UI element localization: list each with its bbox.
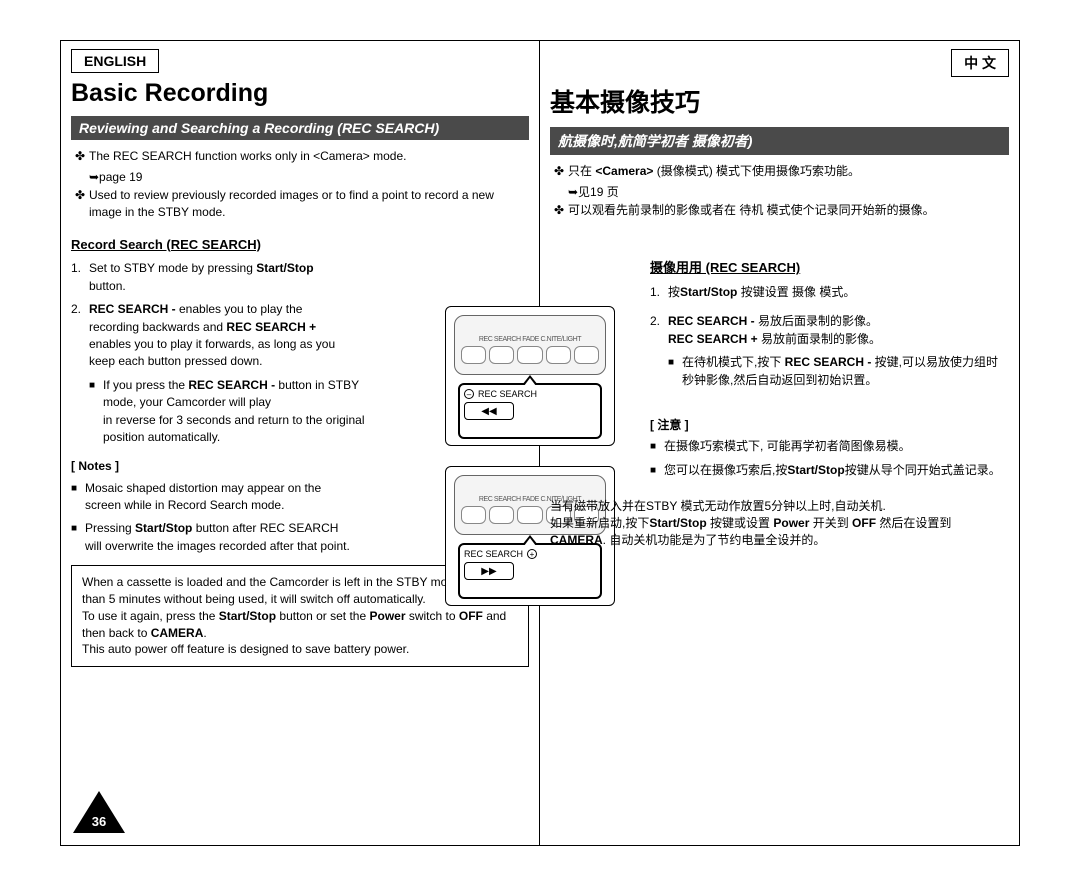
note2-cn: 您可以在摄像巧索后,按Start/Stop按键从导个同开始式盖记录。 [664, 462, 1001, 480]
square-icon: ■ [650, 462, 664, 480]
num-2-cn: 2. [650, 313, 668, 348]
num-2: 2. [71, 301, 89, 371]
num-1: 1. [71, 260, 89, 295]
autopoweroff-cn: 当有磁带放入并在STBY 模式无动作放置5分钟以上时,自动关机. 如果重新启动,… [550, 490, 1009, 556]
subhead-en: Record Search (REC SEARCH) [71, 236, 529, 255]
square-icon: ■ [71, 480, 85, 515]
bullet-icon: ✤ [550, 163, 568, 180]
note2-en: Pressing Start/Stop button after REC SEA… [85, 520, 351, 555]
square-icon: ■ [71, 520, 85, 555]
step2c-cn: 在待机模式下,按下 REC SEARCH - 按键,可以易放使力组时秒钟影像,然… [682, 354, 1009, 389]
square-icon: ■ [668, 354, 682, 389]
square-icon: ■ [89, 377, 103, 447]
num-1-cn: 1. [650, 284, 668, 301]
intro2-cn: 可以观看先前录制的影像或者在 待机 模式使个记录同开始新的摄像。 [568, 202, 935, 219]
forward-icon: ▶▶ [464, 562, 514, 580]
lang-en-box: ENGLISH [71, 49, 159, 73]
step1-en: Set to STBY mode by pressing Start/Stop … [89, 260, 351, 295]
page-number: 36 [85, 814, 113, 829]
bullet-icon: ✤ [71, 187, 89, 222]
pg-en: ➥page 19 [89, 169, 529, 186]
subhead-cn: 摄像用用 (REC SEARCH) [650, 259, 1009, 278]
step2-cn: REC SEARCH - 易放后面录制的影像。REC SEARCH + 易放前面… [668, 313, 881, 348]
bullet-icon: ✤ [550, 202, 568, 219]
bullet-icon: ✤ [71, 148, 89, 165]
step2b-en: If you press the REC SEARCH - button in … [103, 377, 369, 447]
rewind-icon: ◀◀ [464, 402, 514, 420]
notes-label-cn: [ 注意 ] [650, 417, 1009, 434]
intro1-cn: 只在 <Camera> (摄像模式) 模式下使用摄像巧索功能。 [568, 163, 860, 180]
note1-en: Mosaic shaped distortion may appear on t… [85, 480, 351, 515]
intro1-en: The REC SEARCH function works only in <C… [89, 148, 406, 165]
title-cn: 基本摄像技巧 [550, 83, 1009, 119]
intro2-en: Used to review previously recorded image… [89, 187, 529, 222]
step2-en: REC SEARCH - enables you to play the rec… [89, 301, 351, 371]
step1-cn: 按Start/Stop 按键设置 摄像 模式。 [668, 284, 855, 301]
pg-cn: ➥见19 页 [568, 184, 1009, 201]
title-en: Basic Recording [71, 79, 529, 108]
banner-cn: 航摄像时,航简学初者 摄像初者) [550, 127, 1009, 155]
lang-cn-box: 中 文 [951, 49, 1009, 77]
banner-en: Reviewing and Searching a Recording (REC… [71, 116, 529, 140]
note1-cn: 在摄像巧索模式下, 可能再学初者简图像易模。 [664, 438, 911, 456]
square-icon: ■ [650, 438, 664, 456]
